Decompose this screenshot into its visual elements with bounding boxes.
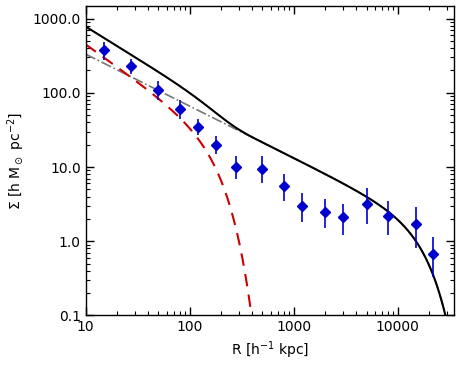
X-axis label: R [h$^{-1}$ kpc]: R [h$^{-1}$ kpc] xyxy=(230,340,308,361)
Y-axis label: $\Sigma$ [h M$_\odot$ pc$^{-2}$]: $\Sigma$ [h M$_\odot$ pc$^{-2}$] xyxy=(6,111,27,210)
